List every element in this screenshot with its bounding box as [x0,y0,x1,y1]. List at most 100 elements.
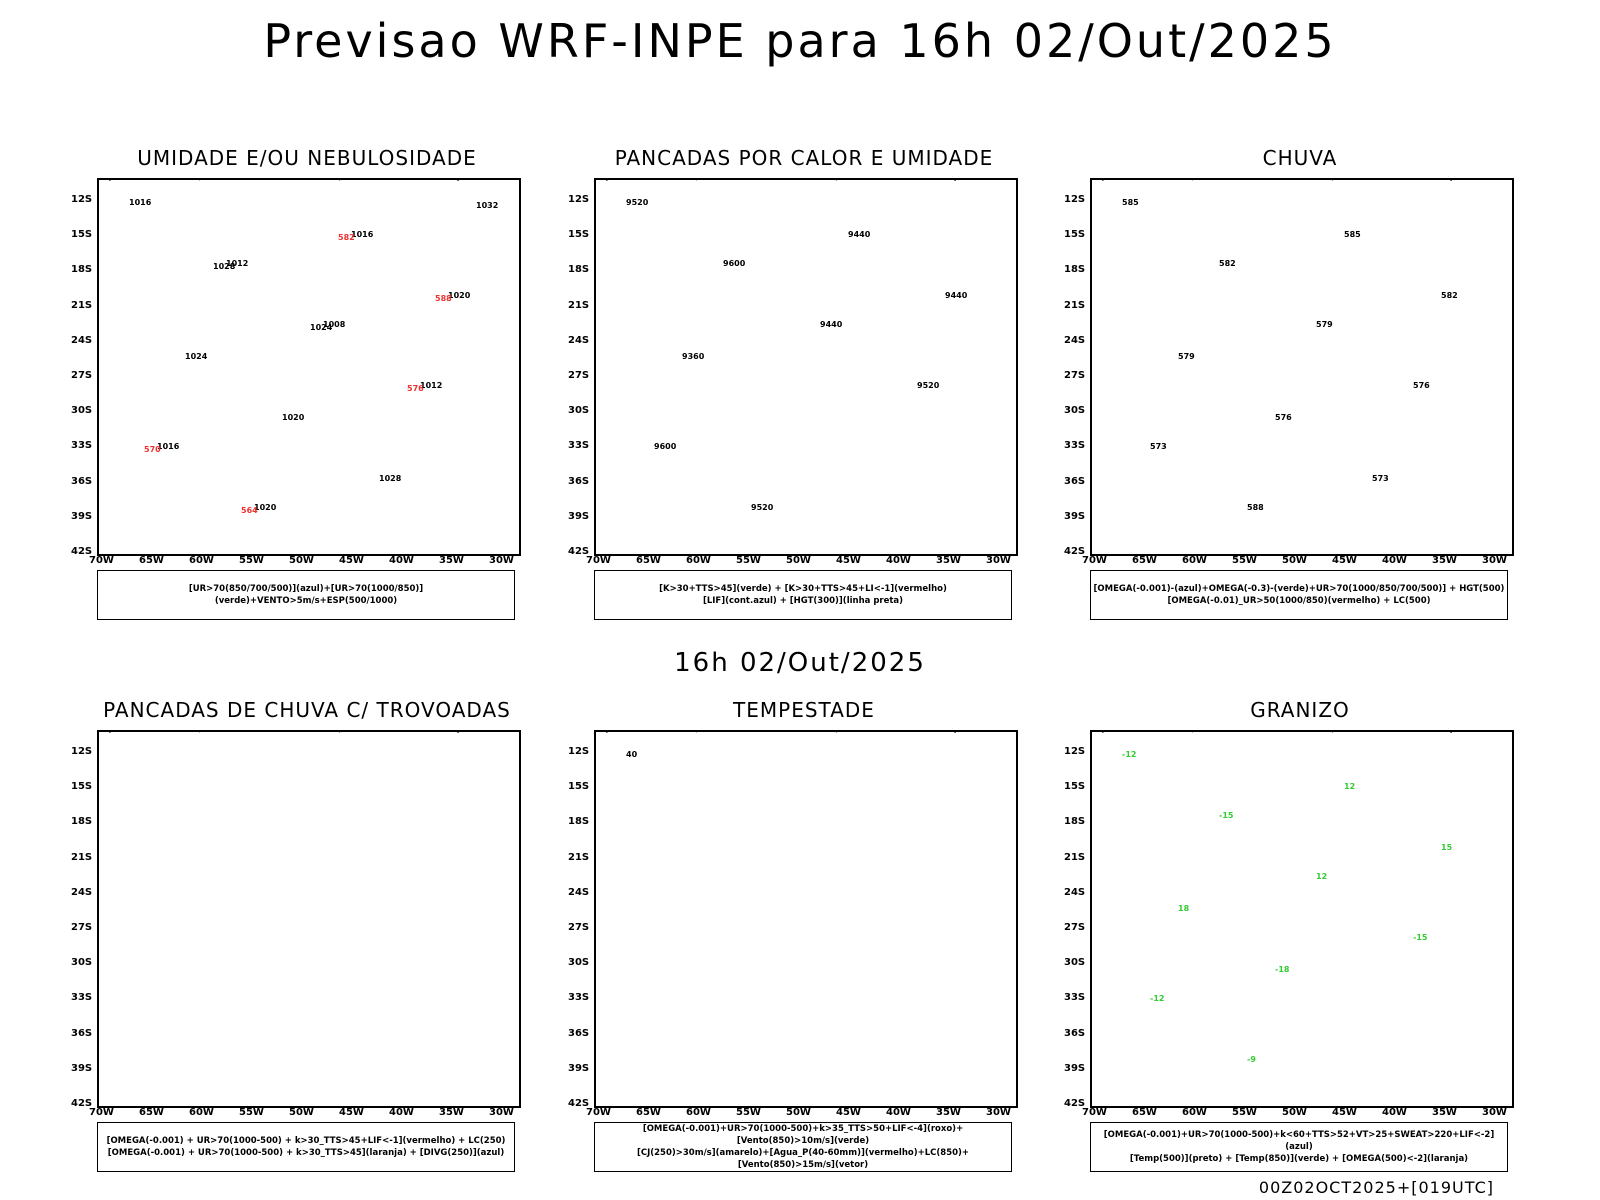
contour-label: 585 [1122,198,1139,207]
lon-tick-label: 35W [439,555,464,566]
lon-tick-label: 50W [1282,555,1307,566]
lat-tick-label: 15S [1064,781,1086,793]
lat-tick-label: 21S [71,299,93,311]
lat-tick-label: 30S [1064,957,1086,969]
lat-tick-label: 12S [1064,194,1086,205]
lon-tick-label: 45W [339,555,364,566]
contour-label: 1028 [213,262,236,271]
lat-tick-label: 18S [568,816,590,828]
map-graphic-1: 1016 1012 1008 1012 1016 1020 1016 1020 1024 1020… [109,180,498,515]
lat-tick-label: 39S [1064,1062,1086,1074]
contour-label: 570 [144,445,161,454]
lon-tick-label: 50W [1282,1107,1307,1118]
lon-tick-label: 45W [836,1107,861,1118]
lon-tick-label: 60W [1182,1107,1207,1118]
lon-tick-label: 60W [686,555,711,566]
map-panel-1: 1016 1012 1008 1012 1016 1020 1016 1020 1024 1020… [97,178,521,556]
contour-label: 9440 [820,320,843,329]
contour-label: 1016 [351,230,374,239]
contour-label: -18 [1275,965,1290,974]
contour-label: 1032 [476,201,498,210]
lon-tick-label: 30W [1482,1107,1507,1118]
lat-tick-label: 21S [568,851,590,863]
contour-label: 1020 [282,413,305,422]
map-graphic-3: 585 582 579 576 573 588 585 582 579 576 573 [1102,180,1458,512]
lat-tick-label: 24S [71,334,93,346]
lat-tick-label: 24S [71,886,93,898]
main-title: Previsao WRF-INPE para 16h 02/Out/2025 [263,14,1337,68]
contour-label: 588 [435,294,452,303]
contour-label: 1012 [226,259,248,268]
contour-label: 9600 [723,259,746,268]
lat-tick-label: 36S [1064,475,1086,487]
lat-tick-label: 30S [1064,405,1086,417]
legend-box-1: [UR>70(850/700/500)](azul)+[UR>70(1000/8… [97,570,515,620]
lon-tick-label: 65W [636,1107,661,1118]
lat-tick-label: 27S [568,370,590,381]
contour-label: 15 [1441,843,1453,852]
contour-label: 1028 [379,474,402,483]
lat-tick-label: 18S [568,264,590,276]
contour-label: 1024 [185,352,208,361]
lon-tick-label: 55W [1232,555,1257,566]
map-panel-4 [97,730,521,1108]
lon-tick-label: 70W [1082,555,1107,566]
lon-tick-label: 55W [736,555,761,566]
lat-tick-label: 36S [1064,1027,1086,1039]
contour-label: 588 [1247,503,1264,512]
lon-tick-label: 40W [886,1107,911,1118]
lon-tick-label: 70W [89,555,114,566]
contour-label: 576 [1413,381,1430,390]
map-panel-2: 9520 9600 9440 9520 9600 9520 9440 9440 9360 [594,178,1018,556]
lat-tick-label: 18S [1064,264,1086,276]
lat-tick-label: 33S [1064,992,1086,1004]
contour-label: 579 [1316,320,1333,329]
lon-tick-label: 30W [986,555,1011,566]
contour-label: -15 [1219,811,1234,820]
legend-line: [K>30+TTS>45](verde) + [K>30+TTS>45+LI<-… [659,584,947,594]
lat-tick-label: 30S [568,957,590,969]
map-panel-6: -12 -15 12 -15 -12 -9 12 15 18 -18 [1090,730,1514,1108]
contour-label: 582 [1219,259,1236,268]
contour-label: 573 [1150,442,1167,451]
lon-tick-label: 30W [489,1107,514,1118]
lat-tick-label: 12S [568,746,590,757]
lon-tick-label: 50W [289,1107,314,1118]
lat-tick-label: 15S [71,781,93,793]
lon-tick-label: 65W [139,1107,164,1118]
legend-line: [OMEGA(-0.01)_UR>50(1000/850)(vermelho) … [1167,596,1431,606]
lat-tick-label: 18S [1064,816,1086,828]
lat-tick-label: 15S [1064,229,1086,241]
lon-tick-label: 45W [1332,1107,1357,1118]
contour-label: 1016 [129,198,152,207]
lon-tick-label: 35W [1432,1107,1457,1118]
lat-tick-label: 27S [71,922,93,933]
lat-tick-label: 18S [71,264,93,276]
contour-label: 564 [241,506,258,515]
lon-tick-label: 40W [1382,1107,1407,1118]
lon-tick-label: 60W [1182,555,1207,566]
lat-tick-label: 39S [568,510,590,522]
contour-label: 585 [1344,230,1361,239]
contour-label: 579 [1178,352,1195,361]
contour-label: 9360 [682,352,705,361]
contour-label: 576 [1275,413,1292,422]
lat-tick-label: 18S [71,816,93,828]
lon-tick-label: 65W [1132,555,1157,566]
subtitle: 16h 02/Out/2025 [674,648,926,678]
contour-label: 582 [1441,291,1458,300]
lat-tick-label: 27S [71,370,93,381]
lon-tick-label: 40W [389,555,414,566]
legend-box-5: [OMEGA(-0.001)+UR>70(1000-500)+k>35_TTS>… [594,1122,1012,1172]
lon-tick-label: 60W [189,1107,214,1118]
lat-tick-label: 21S [71,851,93,863]
lon-tick-label: 50W [289,555,314,566]
lat-tick-label: 15S [568,229,590,241]
legend-line: [Temp(500)](preto) + [Temp(850)](verde) … [1129,1154,1469,1164]
contour-label: 9440 [848,230,871,239]
lon-tick-label: 60W [686,1107,711,1118]
contour-label: -12 [1150,994,1164,1003]
contour-label: 1020 [254,503,277,512]
lat-tick-label: 33S [71,992,93,1004]
contour-label: 1008 [323,320,346,329]
